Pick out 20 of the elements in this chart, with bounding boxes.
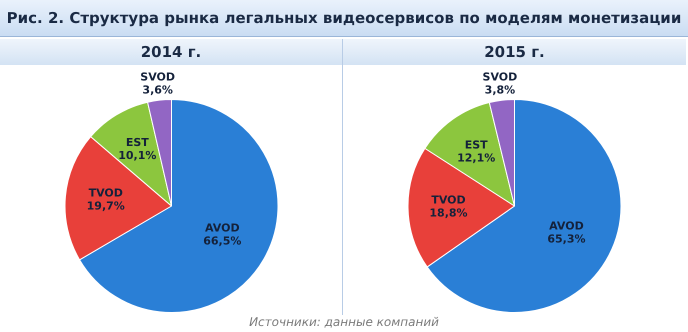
- slice-label: SVOD: [482, 70, 518, 84]
- data-label: 19,7%: [86, 199, 125, 212]
- data-label: 18,8%: [429, 206, 468, 220]
- slice-label: EST: [464, 138, 488, 152]
- data-label: 65,3%: [547, 232, 586, 246]
- slice-label: AVOD: [549, 219, 584, 232]
- slice-label: TVOD: [431, 194, 466, 207]
- data-label: 3,8%: [484, 84, 516, 97]
- data-label: 12,1%: [457, 152, 496, 165]
- slice-label: TVOD: [88, 186, 123, 200]
- text: Источники: данные компаний: [248, 315, 440, 329]
- chart-title: 2014 г.: [0, 39, 342, 65]
- slice-label: EST: [126, 136, 150, 149]
- chart-title: 2015 г.: [343, 39, 686, 65]
- slice-label: AVOD: [205, 221, 240, 234]
- data-label: 66,5%: [203, 234, 242, 248]
- data-label: 10,1%: [118, 148, 156, 162]
- slice-label: SVOD: [140, 70, 176, 84]
- text: Рис. 2. Структура рынка легальных видеосервисов по моделям монетизации: [0, 0, 688, 37]
- data-label: 3,6%: [142, 84, 173, 97]
